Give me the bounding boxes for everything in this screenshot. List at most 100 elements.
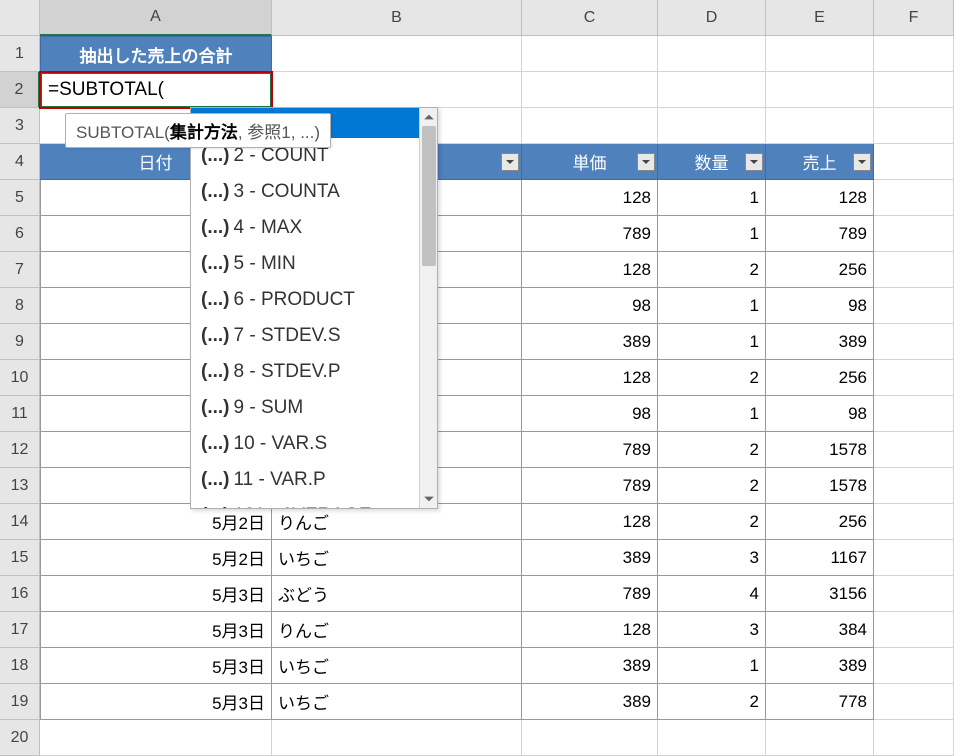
- cell-E9[interactable]: 389: [766, 324, 874, 360]
- cell-C16[interactable]: 789: [522, 576, 658, 612]
- dropdown-item-10[interactable]: (...)11 - VAR.P: [191, 462, 437, 498]
- cell-E11[interactable]: 98: [766, 396, 874, 432]
- cell-E12[interactable]: 1578: [766, 432, 874, 468]
- dropdown-item-9[interactable]: (...)10 - VAR.S: [191, 426, 437, 462]
- cell-D18[interactable]: 1: [658, 648, 766, 684]
- cell-E7[interactable]: 256: [766, 252, 874, 288]
- column-header-F[interactable]: F: [874, 0, 954, 36]
- row-header-9[interactable]: 9: [0, 324, 40, 360]
- cell-D13[interactable]: 2: [658, 468, 766, 504]
- cell-D8[interactable]: 1: [658, 288, 766, 324]
- cell-D5[interactable]: 1: [658, 180, 766, 216]
- row-header-2[interactable]: 2: [0, 72, 40, 108]
- cell-E2[interactable]: [766, 72, 874, 108]
- column-header-D[interactable]: D: [658, 0, 766, 36]
- cell-C8[interactable]: 98: [522, 288, 658, 324]
- row-header-10[interactable]: 10: [0, 360, 40, 396]
- cell-D14[interactable]: 2: [658, 504, 766, 540]
- cell-C9[interactable]: 389: [522, 324, 658, 360]
- cell-F16[interactable]: [874, 576, 954, 612]
- row-header-18[interactable]: 18: [0, 648, 40, 684]
- cell-C2[interactable]: [522, 72, 658, 108]
- dropdown-item-7[interactable]: (...)8 - STDEV.P: [191, 354, 437, 390]
- cell-B20[interactable]: [272, 720, 522, 756]
- column-header-A[interactable]: A: [40, 0, 272, 36]
- row-header-16[interactable]: 16: [0, 576, 40, 612]
- cell-E4[interactable]: 売上: [766, 144, 874, 180]
- cell-F13[interactable]: [874, 468, 954, 504]
- row-header-3[interactable]: 3: [0, 108, 40, 144]
- cell-C20[interactable]: [522, 720, 658, 756]
- cell-B16[interactable]: ぶどう: [272, 576, 522, 612]
- cell-B14[interactable]: りんご: [272, 504, 522, 540]
- cell-C10[interactable]: 128: [522, 360, 658, 396]
- cell-C5[interactable]: 128: [522, 180, 658, 216]
- cell-F11[interactable]: [874, 396, 954, 432]
- cell-E15[interactable]: 1167: [766, 540, 874, 576]
- cell-F15[interactable]: [874, 540, 954, 576]
- cell-E8[interactable]: 98: [766, 288, 874, 324]
- cell-F12[interactable]: [874, 432, 954, 468]
- cell-B18[interactable]: いちご: [272, 648, 522, 684]
- cell-F19[interactable]: [874, 684, 954, 720]
- cell-E6[interactable]: 789: [766, 216, 874, 252]
- cell-A20[interactable]: [40, 720, 272, 756]
- row-header-8[interactable]: 8: [0, 288, 40, 324]
- cell-C14[interactable]: 128: [522, 504, 658, 540]
- cell-F8[interactable]: [874, 288, 954, 324]
- cell-A18[interactable]: 5月3日: [40, 648, 272, 684]
- cell-E16[interactable]: 3156: [766, 576, 874, 612]
- select-all-corner[interactable]: [0, 0, 40, 36]
- cell-C7[interactable]: 128: [522, 252, 658, 288]
- row-header-5[interactable]: 5: [0, 180, 40, 216]
- cell-C12[interactable]: 789: [522, 432, 658, 468]
- cell-D4[interactable]: 数量: [658, 144, 766, 180]
- row-header-17[interactable]: 17: [0, 612, 40, 648]
- cell-E13[interactable]: 1578: [766, 468, 874, 504]
- dropdown-item-4[interactable]: (...)5 - MIN: [191, 246, 437, 282]
- cell-C15[interactable]: 389: [522, 540, 658, 576]
- row-header-1[interactable]: 1: [0, 36, 40, 72]
- cell-E10[interactable]: 256: [766, 360, 874, 396]
- cell-E18[interactable]: 389: [766, 648, 874, 684]
- dropdown-item-6[interactable]: (...)7 - STDEV.S: [191, 318, 437, 354]
- cell-D16[interactable]: 4: [658, 576, 766, 612]
- cell-C3[interactable]: [522, 108, 658, 144]
- cell-D11[interactable]: 1: [658, 396, 766, 432]
- cell-F5[interactable]: [874, 180, 954, 216]
- function-arg-dropdown[interactable]: (...)2 - COUNT(...)3 - COUNTA(...)4 - MA…: [190, 107, 438, 509]
- row-header-6[interactable]: 6: [0, 216, 40, 252]
- cell-C17[interactable]: 128: [522, 612, 658, 648]
- cell-B2[interactable]: [272, 72, 522, 108]
- row-header-7[interactable]: 7: [0, 252, 40, 288]
- row-header-19[interactable]: 19: [0, 684, 40, 720]
- cell-F14[interactable]: [874, 504, 954, 540]
- cell-F3[interactable]: [874, 108, 954, 144]
- row-header-20[interactable]: 20: [0, 720, 40, 756]
- dropdown-item-3[interactable]: (...)4 - MAX: [191, 210, 437, 246]
- cell-E14[interactable]: 256: [766, 504, 874, 540]
- cell-A2[interactable]: =SUBTOTAL(: [40, 72, 272, 108]
- cell-E1[interactable]: [766, 36, 874, 72]
- cell-F17[interactable]: [874, 612, 954, 648]
- cell-F20[interactable]: [874, 720, 954, 756]
- cell-D2[interactable]: [658, 72, 766, 108]
- dropdown-item-5[interactable]: (...)6 - PRODUCT: [191, 282, 437, 318]
- cell-D17[interactable]: 3: [658, 612, 766, 648]
- cell-F4[interactable]: [874, 144, 954, 180]
- filter-dropdown-icon[interactable]: [853, 153, 871, 171]
- cell-B17[interactable]: りんご: [272, 612, 522, 648]
- cell-E19[interactable]: 778: [766, 684, 874, 720]
- cell-A16[interactable]: 5月3日: [40, 576, 272, 612]
- cell-A17[interactable]: 5月3日: [40, 612, 272, 648]
- cell-D19[interactable]: 2: [658, 684, 766, 720]
- row-header-13[interactable]: 13: [0, 468, 40, 504]
- cell-C18[interactable]: 389: [522, 648, 658, 684]
- cell-A1[interactable]: 抽出した売上の合計: [40, 36, 272, 72]
- cell-E17[interactable]: 384: [766, 612, 874, 648]
- cell-F2[interactable]: [874, 72, 954, 108]
- cell-C13[interactable]: 789: [522, 468, 658, 504]
- cell-F6[interactable]: [874, 216, 954, 252]
- cell-E3[interactable]: [766, 108, 874, 144]
- cell-D9[interactable]: 1: [658, 324, 766, 360]
